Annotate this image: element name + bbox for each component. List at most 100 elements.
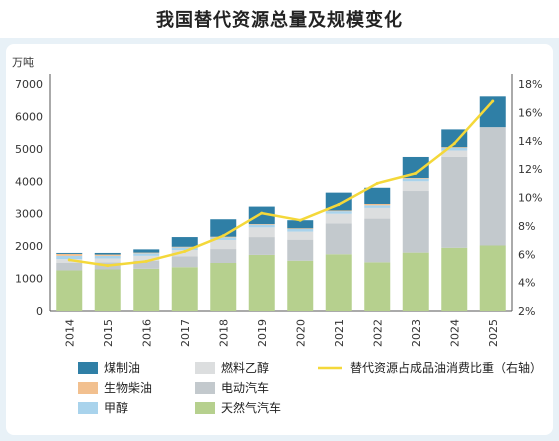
- bar-segment: [441, 129, 468, 148]
- y2-tick-label: 8%: [518, 220, 535, 233]
- bar-segment: [287, 228, 314, 232]
- bar-segment: [171, 267, 198, 311]
- bar-segment: [325, 223, 352, 255]
- bar-segment: [479, 127, 506, 246]
- legend-label: 替代资源占成品油消费比重（右轴）: [350, 360, 542, 375]
- bar-segment: [94, 255, 121, 259]
- share-line-point: [106, 264, 110, 268]
- bar-segment: [56, 252, 83, 254]
- bar-segment: [402, 178, 429, 182]
- bar-segment: [56, 270, 83, 311]
- bar-segment: [210, 239, 237, 250]
- bar-segment: [94, 254, 121, 256]
- bar-segment: [171, 237, 198, 247]
- share-line-point: [260, 211, 264, 215]
- bar-segment: [402, 156, 429, 179]
- bar-segment: [248, 224, 275, 228]
- x-tick-label: 2015: [102, 319, 115, 347]
- bar-segment: [94, 269, 121, 311]
- share-line-point: [414, 171, 418, 175]
- bar-segment: [364, 205, 391, 208]
- x-tick-label: 2016: [140, 319, 153, 347]
- bar-segment: [133, 249, 160, 253]
- bar-segment: [133, 255, 160, 261]
- y2-tick-label: 6%: [518, 248, 535, 261]
- share-line-point: [337, 203, 341, 207]
- bar-segment: [441, 247, 468, 311]
- bar-segment: [171, 246, 198, 248]
- share-line-point: [452, 142, 456, 146]
- bar-segment: [441, 147, 468, 148]
- x-tick-label: 2014: [63, 319, 76, 347]
- y2-tick-label: 18%: [518, 78, 542, 91]
- x-tick-label: 2021: [333, 319, 346, 347]
- bar-segment: [364, 203, 391, 206]
- legend-label: 生物柴油: [104, 381, 152, 395]
- bar-segment: [171, 247, 198, 251]
- y2-tick-label: 4%: [518, 277, 535, 290]
- bar-segment: [325, 210, 352, 212]
- bar-segment: [287, 239, 314, 261]
- y-tick-label: 5000: [15, 143, 43, 156]
- bar-segment: [479, 245, 506, 311]
- share-line: [68, 99, 494, 267]
- bar-segment: [210, 263, 237, 311]
- bar-segment: [402, 252, 429, 311]
- x-tick-label: 2018: [217, 319, 230, 347]
- legend-swatch: [78, 402, 98, 414]
- bar-segment: [325, 211, 352, 214]
- bar-segment: [441, 150, 468, 157]
- bar-segment: [287, 231, 314, 240]
- x-tick-label: 2020: [294, 319, 307, 347]
- x-tick-label: 2019: [256, 319, 269, 347]
- share-line-point: [67, 258, 71, 262]
- bar-segment: [171, 256, 198, 268]
- bar-segment: [133, 252, 160, 254]
- y-tick-label: 3000: [15, 208, 43, 221]
- y2-tick-label: 12%: [518, 163, 542, 176]
- y-tick-label: 1000: [15, 273, 43, 286]
- legend-label: 天然气汽车: [221, 400, 281, 415]
- legend-swatch: [195, 362, 215, 374]
- bar-segment: [402, 178, 429, 179]
- y-tick-label: 7000: [15, 78, 43, 91]
- bar-segment: [287, 220, 314, 229]
- bar-segment: [248, 227, 275, 238]
- bar-segment: [210, 249, 237, 264]
- bar-segment: [56, 255, 83, 260]
- bar-segment: [248, 254, 275, 311]
- legend-label: 甲醇: [104, 400, 128, 415]
- title-band: 我国替代资源总量及规模变化: [0, 0, 559, 38]
- legend-swatch: [78, 362, 98, 374]
- bar-segment: [402, 191, 429, 253]
- y2-tick-label: 14%: [518, 135, 542, 148]
- share-line-point: [375, 181, 379, 185]
- bar-segment: [287, 260, 314, 311]
- share-line-point: [144, 259, 148, 263]
- bar-segment: [56, 263, 83, 271]
- share-line-point: [298, 218, 302, 222]
- bar-segment: [325, 254, 352, 311]
- legend-swatch: [195, 402, 215, 414]
- y2-tick-label: 16%: [518, 106, 542, 119]
- x-tick-label: 2024: [448, 319, 461, 347]
- chart-title: 我国替代资源总量及规模变化: [156, 10, 403, 31]
- legend-label: 煤制油: [104, 361, 140, 375]
- bar-segment: [364, 207, 391, 219]
- bar-segment: [171, 250, 198, 257]
- bar-segment: [133, 260, 160, 269]
- x-tick-label: 2025: [487, 319, 500, 347]
- y-tick-label: 4000: [15, 175, 43, 188]
- y-tick-label: 0: [36, 305, 43, 318]
- y2-tick-label: 10%: [518, 192, 542, 205]
- legend-swatch: [78, 382, 98, 394]
- bar-segment: [133, 268, 160, 311]
- bar-segment: [441, 156, 468, 248]
- y2-tick-label: 2%: [518, 305, 535, 318]
- bar-segment: [94, 258, 121, 263]
- bar-segment: [56, 253, 83, 256]
- share-line-point: [221, 234, 225, 238]
- bar-segment: [325, 213, 352, 224]
